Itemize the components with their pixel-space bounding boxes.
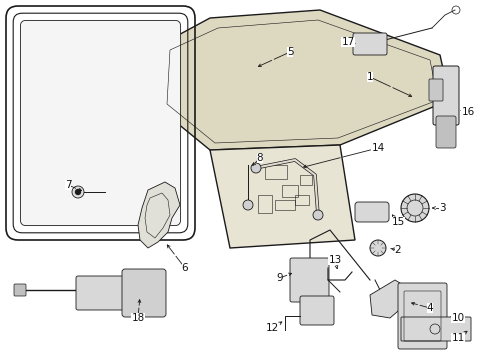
Circle shape — [243, 200, 252, 210]
Text: 9: 9 — [276, 273, 283, 283]
FancyBboxPatch shape — [289, 258, 328, 302]
FancyBboxPatch shape — [20, 21, 180, 226]
Polygon shape — [209, 145, 354, 248]
Text: 12: 12 — [265, 323, 278, 333]
FancyBboxPatch shape — [122, 269, 165, 317]
Circle shape — [250, 163, 261, 173]
Text: 4: 4 — [426, 303, 432, 313]
Polygon shape — [138, 182, 180, 248]
FancyBboxPatch shape — [354, 202, 388, 222]
Text: 13: 13 — [328, 255, 341, 265]
FancyBboxPatch shape — [76, 276, 135, 310]
Text: 1: 1 — [366, 72, 372, 82]
Text: 7: 7 — [64, 180, 71, 190]
Text: 3: 3 — [438, 203, 445, 213]
Text: 5: 5 — [286, 47, 293, 57]
Circle shape — [369, 240, 385, 256]
FancyBboxPatch shape — [397, 283, 446, 349]
Circle shape — [72, 186, 84, 198]
Text: 2: 2 — [394, 245, 401, 255]
Bar — [264, 165, 286, 179]
FancyBboxPatch shape — [435, 116, 455, 148]
FancyBboxPatch shape — [428, 79, 442, 101]
Text: 8: 8 — [256, 153, 263, 163]
Text: 10: 10 — [450, 313, 464, 323]
Polygon shape — [369, 280, 407, 318]
FancyBboxPatch shape — [14, 284, 26, 296]
FancyBboxPatch shape — [299, 296, 333, 325]
Polygon shape — [155, 10, 449, 150]
Text: 17: 17 — [341, 37, 354, 47]
Text: 15: 15 — [390, 217, 404, 227]
Circle shape — [400, 194, 428, 222]
Bar — [294, 195, 308, 205]
Bar — [282, 185, 297, 197]
Bar — [274, 200, 294, 210]
Bar — [258, 195, 271, 213]
Circle shape — [312, 210, 323, 220]
FancyBboxPatch shape — [432, 66, 458, 125]
Text: 14: 14 — [370, 143, 384, 153]
FancyBboxPatch shape — [352, 33, 386, 55]
Text: 6: 6 — [182, 263, 188, 273]
Text: 11: 11 — [450, 333, 464, 343]
Text: 16: 16 — [461, 107, 474, 117]
FancyBboxPatch shape — [400, 317, 470, 341]
Circle shape — [75, 189, 81, 195]
Text: 18: 18 — [131, 313, 144, 323]
Bar — [299, 175, 311, 185]
